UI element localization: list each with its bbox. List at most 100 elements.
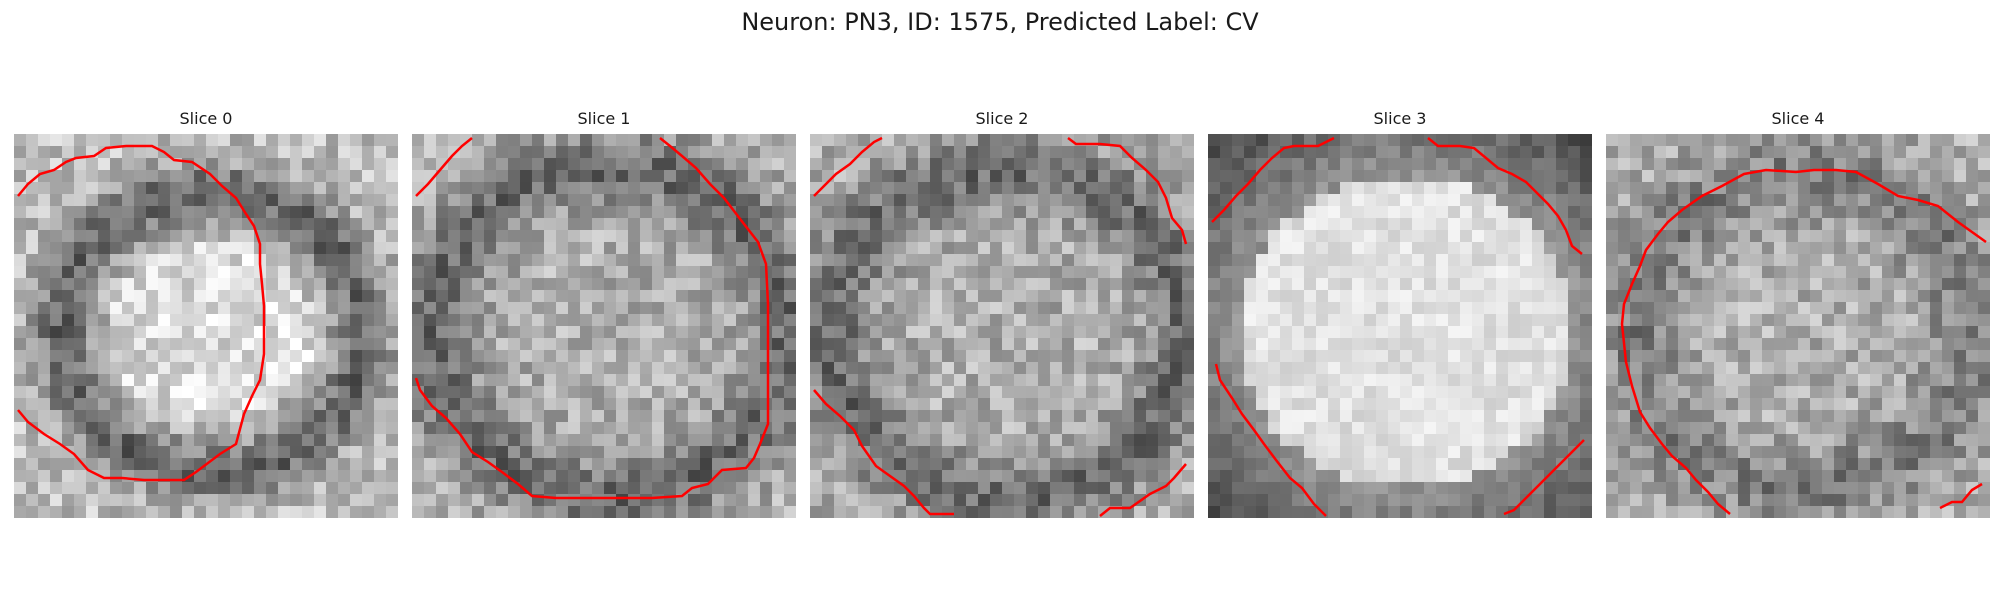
pixel bbox=[772, 470, 784, 482]
pixel bbox=[1122, 158, 1134, 170]
pixel bbox=[1642, 266, 1654, 278]
pixel bbox=[412, 482, 424, 494]
pixel bbox=[760, 374, 772, 386]
pixel bbox=[1412, 182, 1424, 194]
pixel bbox=[556, 470, 568, 482]
pixel bbox=[290, 398, 302, 410]
pixel bbox=[1702, 410, 1714, 422]
pixel bbox=[50, 146, 62, 158]
pixel bbox=[326, 194, 338, 206]
pixel bbox=[26, 494, 38, 506]
pixel bbox=[942, 470, 954, 482]
pixel bbox=[1014, 278, 1026, 290]
pixel bbox=[1532, 242, 1544, 254]
pixel bbox=[1232, 146, 1244, 158]
pixel bbox=[858, 362, 870, 374]
pixel bbox=[1544, 446, 1556, 458]
pixel bbox=[1412, 206, 1424, 218]
pixel bbox=[290, 218, 302, 230]
pixel bbox=[1978, 338, 1990, 350]
pixel bbox=[1182, 158, 1194, 170]
pixel bbox=[110, 326, 122, 338]
pixel bbox=[724, 218, 736, 230]
pixel bbox=[616, 230, 628, 242]
pixel bbox=[1556, 290, 1568, 302]
pixel bbox=[1110, 194, 1122, 206]
pixel bbox=[1376, 182, 1388, 194]
pixel bbox=[1702, 386, 1714, 398]
pixel bbox=[1026, 446, 1038, 458]
pixel bbox=[748, 506, 760, 518]
pixel bbox=[1532, 158, 1544, 170]
pixel bbox=[362, 242, 374, 254]
pixel bbox=[978, 470, 990, 482]
pixel bbox=[1352, 218, 1364, 230]
pixel bbox=[652, 242, 664, 254]
pixel bbox=[688, 146, 700, 158]
pixel bbox=[1496, 494, 1508, 506]
pixel bbox=[858, 398, 870, 410]
pixel bbox=[1110, 218, 1122, 230]
pixel bbox=[1942, 350, 1954, 362]
pixel bbox=[712, 158, 724, 170]
pixel bbox=[1086, 146, 1098, 158]
pixel bbox=[86, 506, 98, 518]
pixel bbox=[1412, 302, 1424, 314]
pixel bbox=[810, 314, 822, 326]
pixel bbox=[1690, 206, 1702, 218]
pixel bbox=[1690, 146, 1702, 158]
pixel bbox=[532, 314, 544, 326]
pixel bbox=[676, 422, 688, 434]
pixel bbox=[1798, 290, 1810, 302]
pixel bbox=[1436, 326, 1448, 338]
pixel bbox=[532, 182, 544, 194]
pixel bbox=[1810, 434, 1822, 446]
pixel bbox=[122, 326, 134, 338]
pixel bbox=[412, 422, 424, 434]
pixel bbox=[1436, 422, 1448, 434]
pixel bbox=[1328, 350, 1340, 362]
pixel bbox=[954, 482, 966, 494]
pixel bbox=[1014, 386, 1026, 398]
pixel bbox=[1182, 326, 1194, 338]
pixel bbox=[676, 458, 688, 470]
pixel bbox=[676, 266, 688, 278]
pixel bbox=[736, 182, 748, 194]
pixel bbox=[810, 302, 822, 314]
pixel bbox=[146, 506, 158, 518]
pixel bbox=[1134, 374, 1146, 386]
pixel bbox=[1630, 350, 1642, 362]
pixel bbox=[532, 422, 544, 434]
pixel bbox=[846, 278, 858, 290]
pixel bbox=[688, 350, 700, 362]
pixel bbox=[460, 242, 472, 254]
pixel bbox=[1834, 338, 1846, 350]
pixel bbox=[1618, 230, 1630, 242]
pixel bbox=[760, 362, 772, 374]
pixel bbox=[1532, 422, 1544, 434]
pixel bbox=[616, 170, 628, 182]
pixel bbox=[906, 290, 918, 302]
pixel bbox=[1086, 398, 1098, 410]
pixel bbox=[870, 362, 882, 374]
pixel bbox=[544, 302, 556, 314]
pixel bbox=[134, 410, 146, 422]
pixel bbox=[496, 386, 508, 398]
pixel bbox=[736, 374, 748, 386]
pixel bbox=[1232, 494, 1244, 506]
pixel bbox=[568, 158, 580, 170]
pixel bbox=[1484, 146, 1496, 158]
pixel bbox=[520, 374, 532, 386]
pixel bbox=[74, 158, 86, 170]
pixel bbox=[1690, 314, 1702, 326]
pixel bbox=[676, 206, 688, 218]
pixel bbox=[748, 350, 760, 362]
pixel bbox=[158, 134, 170, 146]
pixel bbox=[1460, 290, 1472, 302]
pixel bbox=[1304, 218, 1316, 230]
pixel bbox=[544, 254, 556, 266]
pixel bbox=[1340, 362, 1352, 374]
pixel bbox=[1232, 206, 1244, 218]
pixel bbox=[350, 422, 362, 434]
pixel bbox=[1738, 290, 1750, 302]
